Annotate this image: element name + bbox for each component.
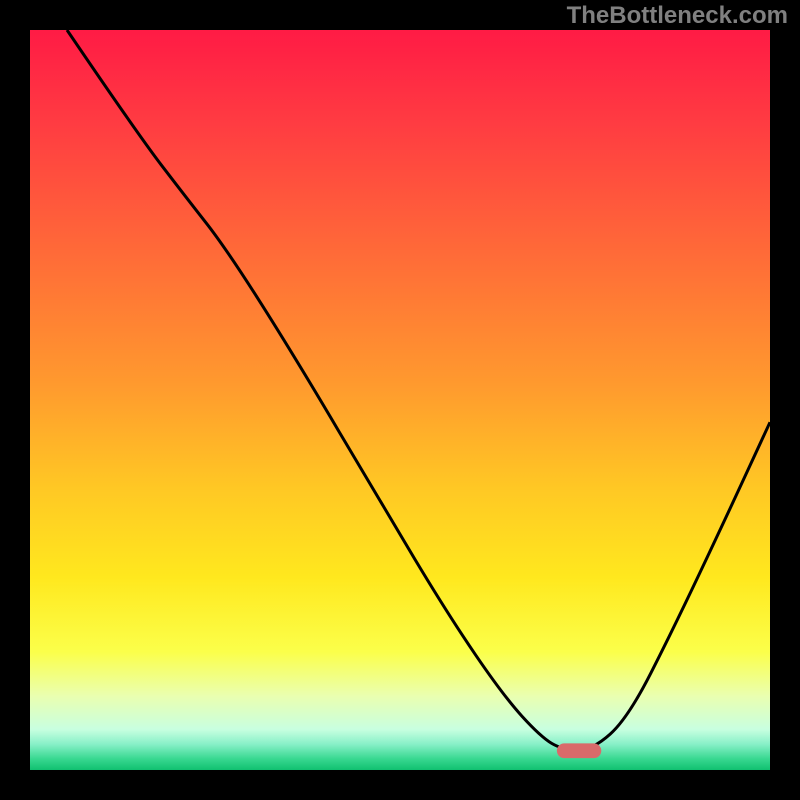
chart-container: TheBottleneck.com bbox=[0, 0, 800, 800]
plot-area bbox=[30, 30, 770, 770]
optimum-marker bbox=[557, 743, 601, 758]
plot-svg bbox=[30, 30, 770, 770]
watermark-text: TheBottleneck.com bbox=[567, 2, 788, 30]
